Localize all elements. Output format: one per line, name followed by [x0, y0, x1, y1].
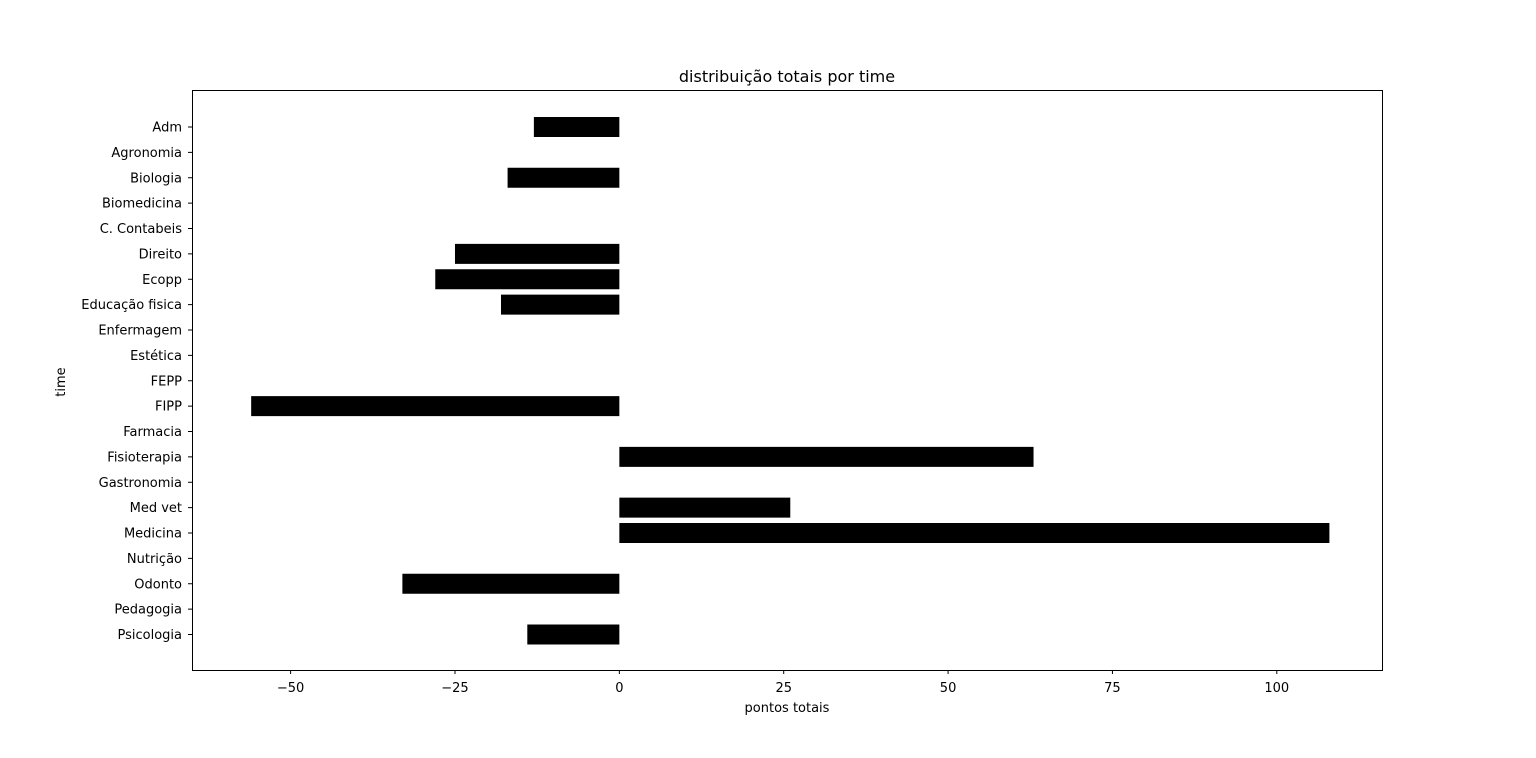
y-axis-label: time — [54, 367, 69, 396]
bar — [533, 117, 620, 137]
y-tick-label: Nutrição — [127, 552, 182, 567]
bar — [501, 294, 620, 315]
bars-layer — [251, 117, 1330, 645]
y-tick-label: Gastronomia — [99, 476, 182, 491]
y-tick-label: Biologia — [130, 171, 182, 186]
y-tick-label: Enfermagem — [98, 324, 182, 339]
y-tick-label: Ecopp — [142, 273, 182, 288]
bar — [527, 624, 620, 645]
y-tick-label: Educação fisica — [81, 298, 182, 313]
y-tick-label: Medicina — [124, 527, 182, 542]
x-tick-label: 50 — [940, 681, 957, 696]
y-tick-label: Estética — [130, 349, 182, 364]
y-tick-label: Fisioterapia — [107, 450, 182, 465]
chart-title: distribuição totais por time — [679, 67, 895, 86]
y-tick-label: Adm — [152, 121, 182, 136]
x-tick-label: 25 — [775, 681, 792, 696]
y-tick-label: Odonto — [134, 577, 182, 592]
bar — [619, 523, 1330, 543]
bar — [619, 446, 1034, 467]
x-tick-label: 100 — [1264, 681, 1289, 696]
plot-frame — [192, 90, 1383, 671]
bar — [507, 167, 620, 188]
bar — [619, 497, 791, 518]
y-tick-label: Farmacia — [123, 425, 182, 440]
y-tick-label: FEPP — [151, 374, 183, 389]
y-tick-label: Direito — [139, 247, 182, 262]
y-tick-label: Med vet — [130, 501, 182, 516]
x-tick-label: −25 — [441, 681, 468, 696]
x-tick-label: −50 — [277, 681, 304, 696]
bar — [435, 269, 620, 290]
x-tick-label: 0 — [615, 681, 623, 696]
y-tick-label: Pedagogia — [114, 603, 182, 618]
y-axis-ticks: Adm Agronomia Biologia Biomedicina C. Contab… — [81, 121, 192, 643]
y-tick-label: Psicologia — [118, 628, 183, 643]
x-axis-label: pontos totais — [745, 701, 830, 716]
y-tick-label: C. Contabeis — [100, 222, 183, 237]
y-tick-label: Biomedicina — [102, 197, 182, 212]
bar — [251, 396, 620, 417]
bar — [402, 573, 620, 594]
y-tick-label: Agronomia — [111, 146, 182, 161]
bar — [454, 243, 620, 264]
y-tick-label: FIPP — [155, 400, 182, 415]
x-tick-label: 75 — [1104, 681, 1121, 696]
